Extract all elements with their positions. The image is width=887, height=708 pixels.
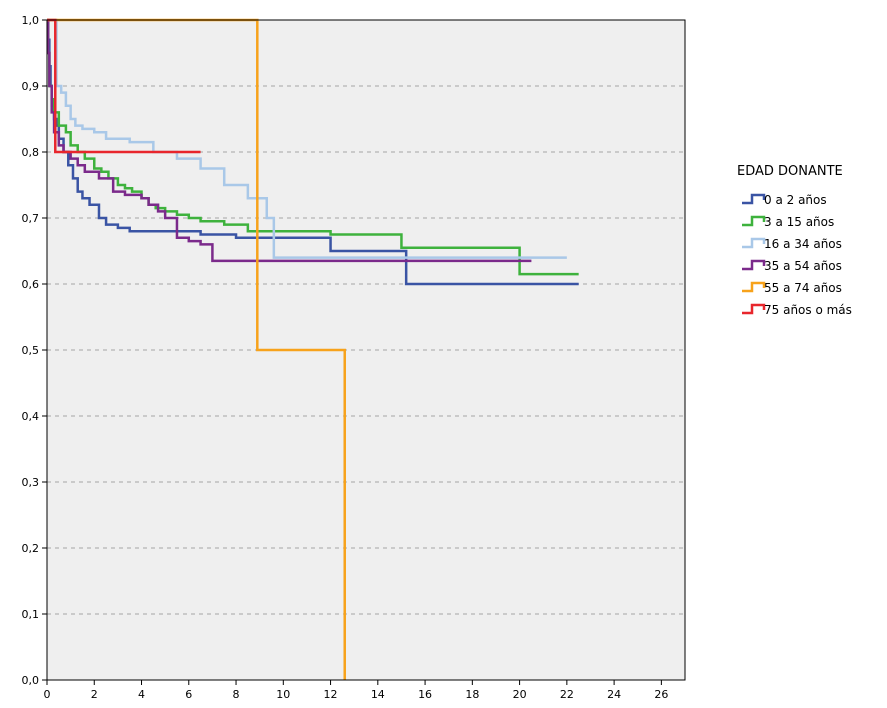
legend-item: 3 a 15 años xyxy=(742,215,834,229)
legend-title: EDAD DONANTE xyxy=(737,164,843,179)
y-tick-label: 0,8 xyxy=(22,146,40,159)
legend-swatch xyxy=(742,215,766,227)
x-tick-label: 0 xyxy=(44,688,51,701)
series-line xyxy=(46,18,532,263)
legend-swatch xyxy=(742,281,766,293)
y-tick-label: 0,0 xyxy=(22,674,40,687)
legend-label: 16 a 34 años xyxy=(764,237,842,251)
legend-swatch xyxy=(742,237,766,249)
x-tick-label: 2 xyxy=(91,688,98,701)
y-tick-label: 0,1 xyxy=(22,608,40,621)
y-tick-label: 0,2 xyxy=(22,542,40,555)
legend-label: 35 a 54 años xyxy=(764,259,842,273)
legend-item: 0 a 2 años xyxy=(742,193,827,207)
plot-background xyxy=(47,20,685,680)
grid-lines xyxy=(47,85,685,615)
y-axis: 0,0 0,1 0,2 0,3 0,4 0,5 0,6 0,7 0,8 0,9 1,0 xyxy=(22,14,47,687)
x-axis: 0 2 4 6 8 10 12 14 16 18 20 22 24 26 xyxy=(44,680,668,701)
x-tick-label: 16 xyxy=(418,688,432,701)
series-line xyxy=(46,18,579,276)
x-tick-label: 26 xyxy=(654,688,668,701)
x-tick-label: 18 xyxy=(465,688,479,701)
legend-swatch xyxy=(742,303,766,315)
legend-label: 0 a 2 años xyxy=(764,193,827,207)
x-tick-label: 6 xyxy=(185,688,192,701)
x-tick-label: 20 xyxy=(513,688,527,701)
legend-item: 16 a 34 años xyxy=(742,237,842,251)
y-tick-label: 0,7 xyxy=(22,212,40,225)
x-tick-label: 12 xyxy=(324,688,338,701)
legend: EDAD DONANTE 0 a 2 años 3 a 15 años 16 a 3… xyxy=(737,164,852,317)
x-tick-label: 24 xyxy=(607,688,621,701)
legend-item: 75 años o más xyxy=(742,303,852,317)
x-tick-label: 22 xyxy=(560,688,574,701)
legend-label: 55 a 74 años xyxy=(764,281,842,295)
x-tick-label: 4 xyxy=(138,688,145,701)
legend-item: 35 a 54 años xyxy=(742,259,842,273)
x-tick-label: 8 xyxy=(233,688,240,701)
legend-swatch xyxy=(742,193,766,205)
x-tick-label: 10 xyxy=(276,688,290,701)
y-tick-label: 0,4 xyxy=(22,410,40,423)
series-line xyxy=(47,18,567,259)
legend-label: 75 años o más xyxy=(764,303,852,317)
legend-swatch xyxy=(742,259,766,271)
legend-label: 3 a 15 años xyxy=(764,215,834,229)
legend-item: 55 a 74 años xyxy=(742,281,842,295)
y-tick-label: 1,0 xyxy=(22,14,40,27)
x-tick-label: 14 xyxy=(371,688,385,701)
y-tick-label: 0,9 xyxy=(22,80,40,93)
y-tick-label: 0,5 xyxy=(22,344,40,357)
y-tick-label: 0,3 xyxy=(22,476,40,489)
y-tick-label: 0,6 xyxy=(22,278,40,291)
